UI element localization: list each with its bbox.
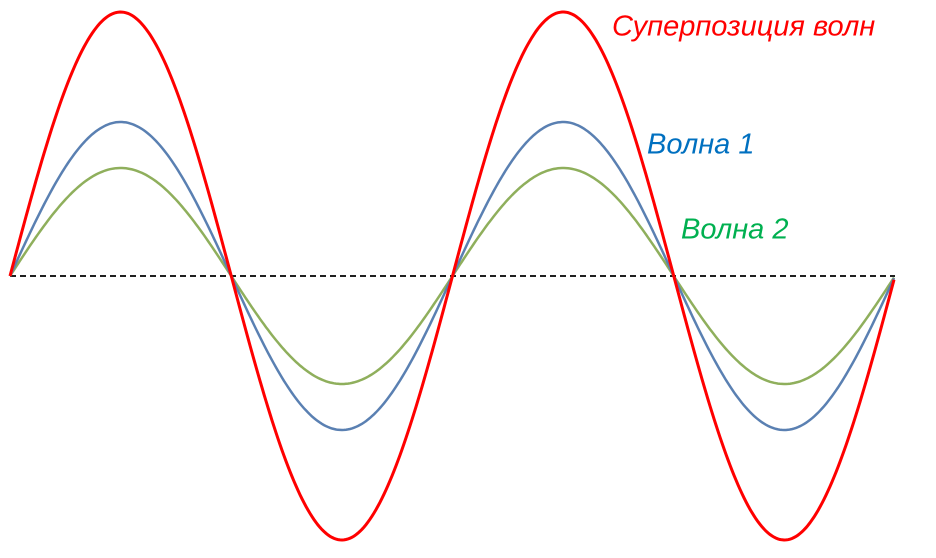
wave-1-label: Волна 1 [647,129,754,161]
wave-2-label: Волна 2 [681,214,788,246]
superposition-curve [8,10,896,542]
superposition-label: Суперпозиция волн [612,11,875,43]
